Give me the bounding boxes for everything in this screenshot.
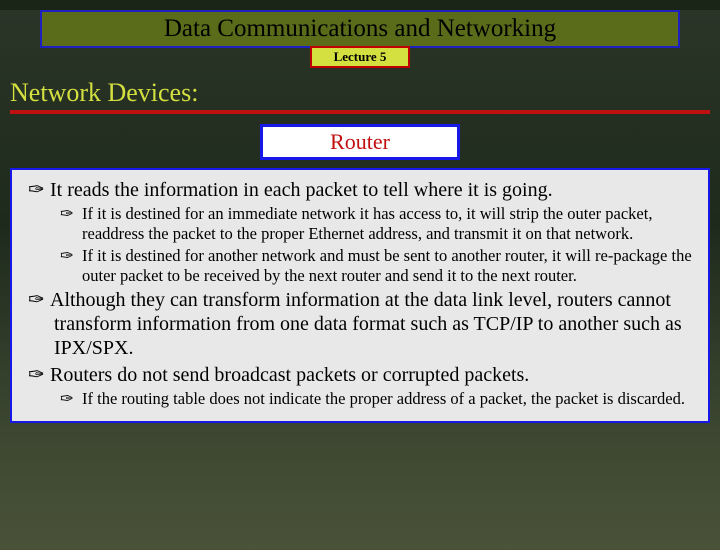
- bullet-icon: ✑: [28, 288, 50, 312]
- list-item: ✑If it is destined for another network a…: [26, 246, 694, 286]
- bullet-icon: ✑: [60, 246, 82, 266]
- topic-label: Router: [260, 124, 460, 160]
- list-item-text: Although they can transform information …: [50, 289, 682, 360]
- bullet-icon: ✑: [28, 178, 50, 202]
- list-item: ✑It reads the information in each packet…: [26, 178, 694, 202]
- list-item-text: It reads the information in each packet …: [50, 179, 553, 201]
- bullet-icon: ✑: [60, 204, 82, 224]
- list-item-text: Routers do not send broadcast packets or…: [50, 364, 529, 386]
- bullet-icon: ✑: [60, 389, 82, 409]
- list-item: ✑Although they can transform information…: [26, 288, 694, 361]
- list-item-text: If it is destined for another network an…: [82, 246, 692, 285]
- section-underline: [10, 110, 710, 114]
- list-item-text: If it is destined for an immediate netwo…: [82, 204, 652, 243]
- list-item: ✑If it is destined for an immediate netw…: [26, 204, 694, 244]
- page-title: Data Communications and Networking: [40, 10, 680, 48]
- list-item-text: If the routing table does not indicate t…: [82, 389, 685, 408]
- lecture-label: Lecture 5: [310, 46, 410, 68]
- section-heading: Network Devices:: [10, 78, 710, 108]
- list-item: ✑If the routing table does not indicate …: [26, 389, 694, 409]
- list-item: ✑Routers do not send broadcast packets o…: [26, 363, 694, 387]
- bullet-icon: ✑: [28, 363, 50, 387]
- content-panel: ✑It reads the information in each packet…: [10, 168, 710, 423]
